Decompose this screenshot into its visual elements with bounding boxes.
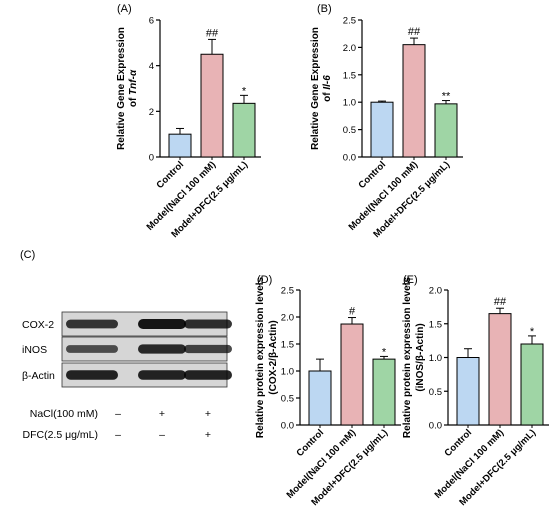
bar-control (370, 101, 394, 158)
treatment-label: DFC(2.5 μg/mL) (23, 429, 98, 441)
y-tick-label: 0.0 (281, 421, 294, 432)
x-tick-label: Control (154, 159, 186, 191)
x-tick-label: Control (294, 427, 326, 459)
western-blot-panel: (C) COX-2 iNOS β-Actin NaCl(100 mM) – + + DFC(2.… (20, 249, 232, 441)
significance-mark: * (242, 85, 247, 97)
y-axis-label-text: (iNOS/β-Actin) (415, 323, 426, 391)
y-tick-label: 0.0 (429, 421, 442, 432)
significance-mark: ## (408, 26, 421, 38)
bar-treatment (372, 358, 396, 426)
y-tick-label: 1.0 (429, 353, 442, 364)
blot-band (184, 319, 232, 329)
panel-label: (B) (317, 3, 332, 15)
y-tick-label: 0.5 (429, 387, 442, 398)
significance-mark: * (382, 346, 387, 358)
treatment-sign: – (115, 408, 121, 420)
blot-band (138, 344, 186, 354)
bar-model (488, 313, 512, 426)
x-tick-label: Control (442, 427, 474, 459)
significance-mark: # (349, 306, 356, 318)
y-tick-label: 1.5 (281, 340, 294, 351)
y-axis-label-line2: of Tnf-α (128, 69, 139, 107)
chart-a: (A) 0 2 4 6 Relative Gene Expression of Tnf-α C… (116, 3, 261, 240)
x-tick-label: Control (356, 159, 388, 191)
y-axis-label-text: of (322, 90, 333, 102)
chart-b: (B) 0.0 0.5 1.0 1.5 2.0 2.5 Relative Gene Expre… (310, 3, 463, 240)
y-tick-label: 0.5 (281, 394, 294, 405)
panel-label: (C) (20, 249, 35, 261)
significance-mark: ## (494, 296, 507, 308)
y-axis-label-text: of (128, 95, 139, 107)
panel-label: (A) (117, 3, 132, 15)
blot-band-label: iNOS (22, 344, 47, 356)
blot-band (66, 319, 118, 329)
treatment-sign: – (159, 429, 165, 441)
gene-name: Il-6 (322, 75, 333, 90)
y-tick-label: 2 (149, 107, 154, 118)
y-tick-label: 2.0 (429, 286, 442, 297)
y-axis-label-line2: (iNOS/β-Actin) (415, 323, 426, 391)
bar-treatment (520, 343, 544, 426)
bar-control (308, 370, 332, 426)
y-tick-label: 0.5 (343, 125, 356, 136)
y-tick-label: 1.0 (343, 98, 356, 109)
blot-band (138, 370, 186, 380)
y-axis-label-line2: of Il-6 (322, 75, 333, 102)
y-axis-label-text: (COX-2/β-Actin) (268, 320, 279, 394)
treatment-sign: + (159, 408, 165, 420)
bar-treatment (232, 102, 256, 158)
y-tick-label: 4 (149, 61, 154, 72)
treatment-sign: + (205, 408, 211, 420)
gene-name: Tnf-α (128, 69, 139, 95)
significance-mark: ## (206, 27, 219, 39)
y-tick-label: 1.0 (281, 367, 294, 378)
significance-mark: ** (442, 91, 451, 103)
y-tick-label: 0.0 (343, 153, 356, 164)
panel-label: (D) (257, 274, 272, 286)
y-tick-label: 2.5 (343, 16, 356, 27)
treatment-label: NaCl(100 mM) (30, 408, 98, 420)
bar-model (340, 323, 364, 426)
y-tick-label: 2.0 (343, 43, 356, 54)
y-axis-label: Relative protein expression levels (255, 276, 266, 438)
blot-band-label: COX-2 (22, 319, 54, 331)
treatment-sign: – (115, 429, 121, 441)
treatment-sign: + (205, 429, 211, 441)
chart-e: (E) 0.0 0.5 1.0 1.5 2.0 Relative protein expre… (402, 274, 549, 508)
y-tick-label: 1.5 (429, 319, 442, 330)
y-tick-label: 6 (149, 16, 154, 27)
significance-mark: * (530, 326, 535, 338)
bar-model (200, 53, 224, 158)
bar-control (456, 357, 480, 426)
panel-label: (E) (403, 274, 418, 286)
y-tick-label: 2.5 (281, 286, 294, 297)
blot-band (66, 370, 118, 380)
bar-treatment (434, 103, 458, 158)
blot-band (138, 319, 186, 329)
blot-band (66, 345, 118, 353)
y-axis-label: Relative Gene Expression (310, 27, 321, 150)
y-tick-label: 2.0 (281, 313, 294, 324)
y-axis-label: Relative Gene Expression (116, 27, 127, 150)
y-axis-label: Relative protein expression levels (402, 276, 413, 438)
y-axis-label-line2: (COX-2/β-Actin) (268, 320, 279, 394)
y-tick-label: 1.5 (343, 70, 356, 81)
blot-band-label: β-Actin (22, 370, 55, 382)
blot-band (184, 370, 232, 380)
bar-control (168, 133, 192, 158)
y-tick-label: 0 (149, 153, 154, 164)
bar-model (402, 44, 426, 158)
blot-band (184, 344, 232, 354)
chart-d: (D) 0.0 0.5 1.0 1.5 2.0 2.5 Relative protein ex… (255, 274, 401, 508)
